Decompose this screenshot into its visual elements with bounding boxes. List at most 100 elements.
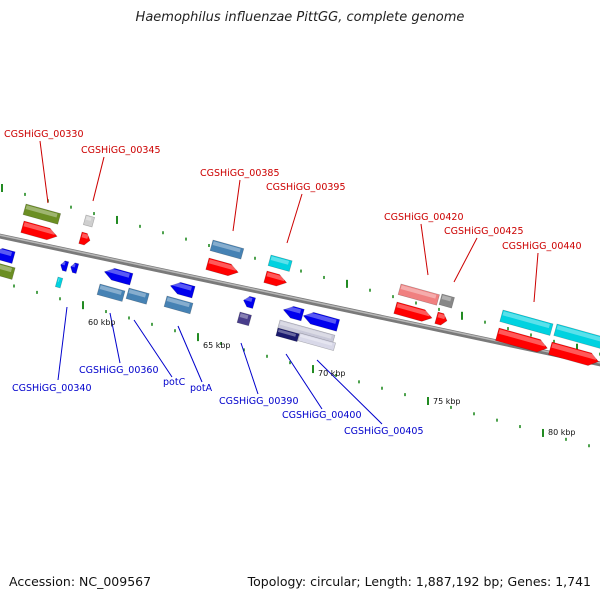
gene-slate-00390[interactable] <box>236 311 252 327</box>
gene-label-cgshigg-00440[interactable]: CGSHiGG_00440 <box>502 241 582 252</box>
gene-label-cgshigg-00400[interactable]: CGSHiGG_00400 <box>282 410 362 421</box>
leader-00340 <box>57 306 68 381</box>
gene-steel-00385[interactable] <box>209 239 245 260</box>
leader-00395 <box>286 193 303 244</box>
gene-pink-00420[interactable] <box>397 283 440 306</box>
gene-00440[interactable] <box>495 327 550 354</box>
gene-cyan-00395-shine <box>270 256 290 265</box>
gene-potc[interactable] <box>125 287 150 305</box>
gene-00420-shape <box>393 301 433 322</box>
gene-left-reverse[interactable] <box>0 246 16 264</box>
gene-olive-00330[interactable] <box>22 203 62 225</box>
gene-grey-small[interactable] <box>82 214 96 228</box>
gene-navy-00405-shape <box>275 327 300 342</box>
gene-label-pota[interactable]: potA <box>190 383 213 394</box>
gene-label-cgshigg-00340[interactable]: CGSHiGG_00340 <box>12 383 92 394</box>
scale-label-80: 80 kbp <box>548 428 576 437</box>
gene-00400a[interactable] <box>282 304 305 322</box>
gene-00425-shape <box>434 311 448 326</box>
gene-00340b-shape <box>70 262 80 274</box>
gene-grey-00425-shape <box>438 293 455 309</box>
gene-00440-shine <box>498 329 546 347</box>
gene-slate-00390-shine <box>239 313 249 320</box>
gene-00440-shape <box>495 327 548 353</box>
gene-pota-shape <box>169 282 196 299</box>
gene-00360-shine <box>105 267 130 278</box>
gene-00395-shape <box>263 270 288 287</box>
gene-00390[interactable] <box>242 295 256 309</box>
gene-steel-00385-shine <box>212 241 241 253</box>
gene-olive-left-shape <box>0 261 16 280</box>
gene-cyan-00445[interactable] <box>553 323 600 350</box>
gene-navy-00405[interactable] <box>275 327 300 342</box>
gene-00400a-shine <box>284 305 302 314</box>
gene-left-reverse-shine <box>0 247 13 257</box>
gene-00340a[interactable] <box>59 260 70 272</box>
gene-olive-left[interactable] <box>0 261 16 280</box>
leader-00345 <box>92 156 105 202</box>
gene-grey-small-shape <box>82 214 96 228</box>
gene-label-cgshigg-00405[interactable]: CGSHiGG_00405 <box>344 426 424 437</box>
gene-00390-shape <box>243 296 256 309</box>
gene-00340-cyan[interactable] <box>54 276 64 289</box>
gene-pota[interactable] <box>169 280 196 299</box>
gene-steel-00360-shine <box>99 285 122 295</box>
leader-00405 <box>316 359 383 425</box>
gene-label-cgshigg-00330[interactable]: CGSHiGG_00330 <box>4 129 84 140</box>
gene-label-cgshigg-00395[interactable]: CGSHiGG_00395 <box>266 182 346 193</box>
gene-00390-shine <box>244 296 253 302</box>
gene-label-cgshigg-00390[interactable]: CGSHiGG_00390 <box>219 396 299 407</box>
gene-label-cgshigg-00385[interactable]: CGSHiGG_00385 <box>200 168 280 179</box>
gene-00420-shine <box>396 303 431 317</box>
gene-00345[interactable] <box>78 231 92 246</box>
gene-00340a-shine <box>61 261 66 266</box>
gene-pink-00420-shine <box>400 285 437 299</box>
gene-left-reverse-shape <box>0 248 16 264</box>
gene-grey-00425[interactable] <box>438 293 455 309</box>
gene-label-cgshigg-00420[interactable]: CGSHiGG_00420 <box>384 212 464 223</box>
backbone-line <box>0 233 600 367</box>
gene-steel-00385-shape <box>209 239 245 260</box>
gene-cyan-00440[interactable] <box>499 309 554 336</box>
gene-00385[interactable] <box>205 257 240 278</box>
gene-00345-shine <box>81 233 89 239</box>
scale-label-60: 60 kbp <box>88 318 116 327</box>
gene-steel-pota[interactable] <box>163 295 194 315</box>
gene-cyan-00440-shine <box>502 311 550 329</box>
gene-00360[interactable] <box>103 266 134 286</box>
gene-cyan-00445-shape <box>553 323 600 350</box>
gene-cyan-00395[interactable] <box>267 254 293 272</box>
scale-label-70: 70 kbp <box>318 369 346 378</box>
gene-label-cgshigg-00360[interactable]: CGSHiGG_00360 <box>79 365 159 376</box>
gene-00395[interactable] <box>263 270 288 288</box>
gene-00330[interactable] <box>20 220 59 242</box>
leader-00385 <box>232 179 241 232</box>
gene-00340b-shine <box>71 263 76 268</box>
gene-grey-small-shine <box>85 216 92 221</box>
gene-00425[interactable] <box>434 311 449 327</box>
gene-00400b[interactable] <box>302 310 341 332</box>
gene-slate-00390-shape <box>236 311 252 327</box>
gene-label-cgshigg-00345[interactable]: CGSHiGG_00345 <box>81 145 161 156</box>
gene-00445-shape <box>548 341 599 366</box>
gene-00340a-shape <box>60 260 70 272</box>
gene-potc-shape <box>125 287 150 305</box>
gene-00330-shape <box>20 220 58 241</box>
gene-00340-cyan-shine <box>57 278 60 282</box>
gene-00400a-shape <box>282 306 305 322</box>
gene-00340b[interactable] <box>69 262 80 274</box>
gene-00445[interactable] <box>548 341 600 368</box>
gene-pale-00405[interactable] <box>297 332 337 351</box>
leader-00330 <box>39 140 49 204</box>
gene-label-cgshigg-00425[interactable]: CGSHiGG_00425 <box>444 226 524 237</box>
gene-00445-shine <box>551 343 598 360</box>
gene-00385-shape <box>205 257 239 277</box>
gene-label-potc[interactable]: potC <box>163 377 186 388</box>
gene-steel-00360[interactable] <box>96 283 126 302</box>
gene-olive-left-shine <box>0 263 13 273</box>
gene-pota-shine <box>171 281 192 291</box>
label-leaders <box>39 140 539 425</box>
gene-00420[interactable] <box>393 301 434 324</box>
leader-00360 <box>109 312 121 364</box>
